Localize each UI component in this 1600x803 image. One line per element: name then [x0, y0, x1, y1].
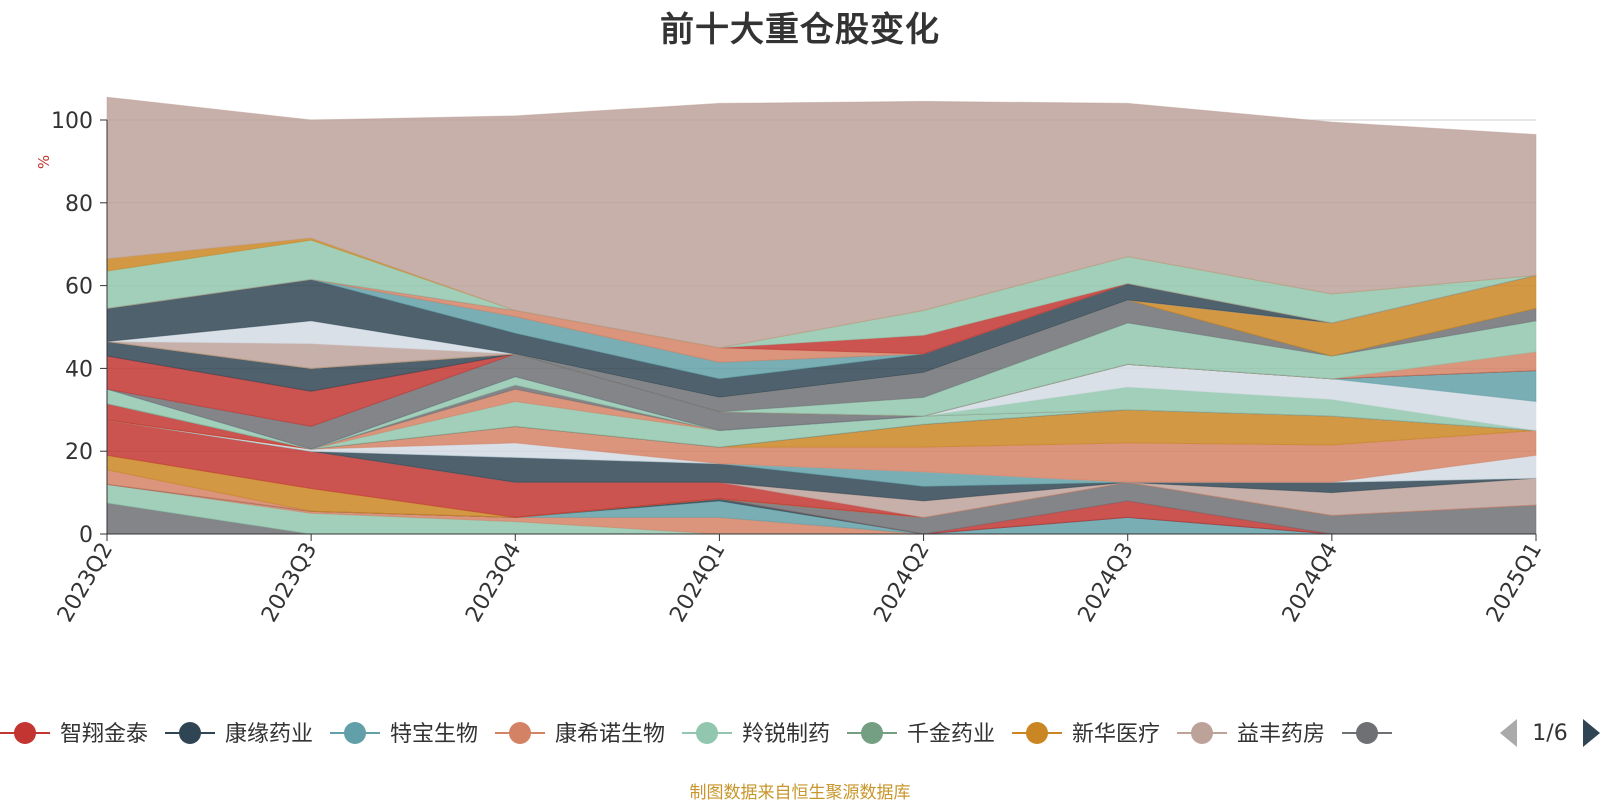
legend-label: 智翔金泰: [60, 722, 148, 747]
x-tick-label-2024Q1: 2024Q1: [665, 539, 730, 627]
legend-pager: 1/6: [1500, 719, 1600, 747]
legend-marker-icon: [344, 722, 366, 744]
y-tick-label-0: 0: [79, 523, 93, 548]
legend-item-1[interactable]: 康缘药业: [165, 722, 313, 747]
legend-marker-icon: [14, 722, 36, 744]
legend-item-0[interactable]: 智翔金泰: [0, 722, 148, 747]
legend-label: 康缘药业: [225, 722, 313, 747]
legend-label: 新华医疗: [1072, 722, 1160, 747]
legend-marker-icon: [1026, 722, 1048, 744]
y-tick-label-40: 40: [65, 357, 93, 382]
y-tick-label-80: 80: [65, 192, 93, 217]
x-tick-label-2024Q2: 2024Q2: [869, 539, 934, 627]
legend-next-page-icon[interactable]: [1583, 719, 1600, 747]
y-tick-label-20: 20: [65, 440, 93, 465]
legend-item-6[interactable]: 新华医疗: [1012, 722, 1160, 747]
legend-label: 千金药业: [907, 722, 995, 747]
legend-marker-icon: [509, 722, 531, 744]
x-tick-label-2025Q1: 2025Q1: [1482, 539, 1547, 627]
legend-item-4[interactable]: 羚锐制药: [682, 722, 830, 747]
x-tick-label-2023Q2: 2023Q2: [53, 539, 118, 627]
x-tick-label-2023Q4: 2023Q4: [461, 539, 526, 627]
y-tick-label-100: 100: [51, 109, 93, 134]
legend-prev-page-icon[interactable]: [1500, 719, 1517, 747]
legend-item-5[interactable]: 千金药业: [847, 722, 995, 747]
stacked-areas: [106, 96, 1537, 535]
legend-label: 康希诺生物: [555, 722, 665, 747]
legend-marker-icon: [1356, 722, 1378, 744]
area-series-39: [106, 96, 1537, 349]
y-tick-label-60: 60: [65, 275, 93, 300]
legend: 智翔金泰 康缘药业 特宝生物 康希诺生物 羚锐制药 千金药业 新华医疗 益丰药房: [0, 722, 1392, 747]
legend-item-2[interactable]: 特宝生物: [330, 722, 478, 747]
data-source-note: 制图数据来自恒生聚源数据库: [689, 783, 911, 803]
chart-title: 前十大重仓股变化: [660, 10, 940, 50]
legend-item-8[interactable]: [1342, 722, 1392, 744]
legend-marker-icon: [696, 722, 718, 744]
legend-item-3[interactable]: 康希诺生物: [495, 722, 665, 747]
x-tick-label-2024Q3: 2024Q3: [1074, 539, 1139, 627]
legend-marker-icon: [861, 722, 883, 744]
x-tick-label-2024Q4: 2024Q4: [1278, 539, 1343, 627]
x-tick-label-2023Q3: 2023Q3: [257, 539, 322, 627]
legend-label: 特宝生物: [390, 722, 478, 747]
legend-label: 羚锐制药: [742, 722, 830, 747]
legend-marker-icon: [179, 722, 201, 744]
y-axis-unit-label: %: [35, 155, 53, 169]
legend-item-7[interactable]: 益丰药房: [1177, 722, 1325, 747]
legend-page-indicator: 1/6: [1532, 721, 1567, 746]
legend-marker-icon: [1191, 722, 1213, 744]
legend-label: 益丰药房: [1237, 722, 1325, 747]
